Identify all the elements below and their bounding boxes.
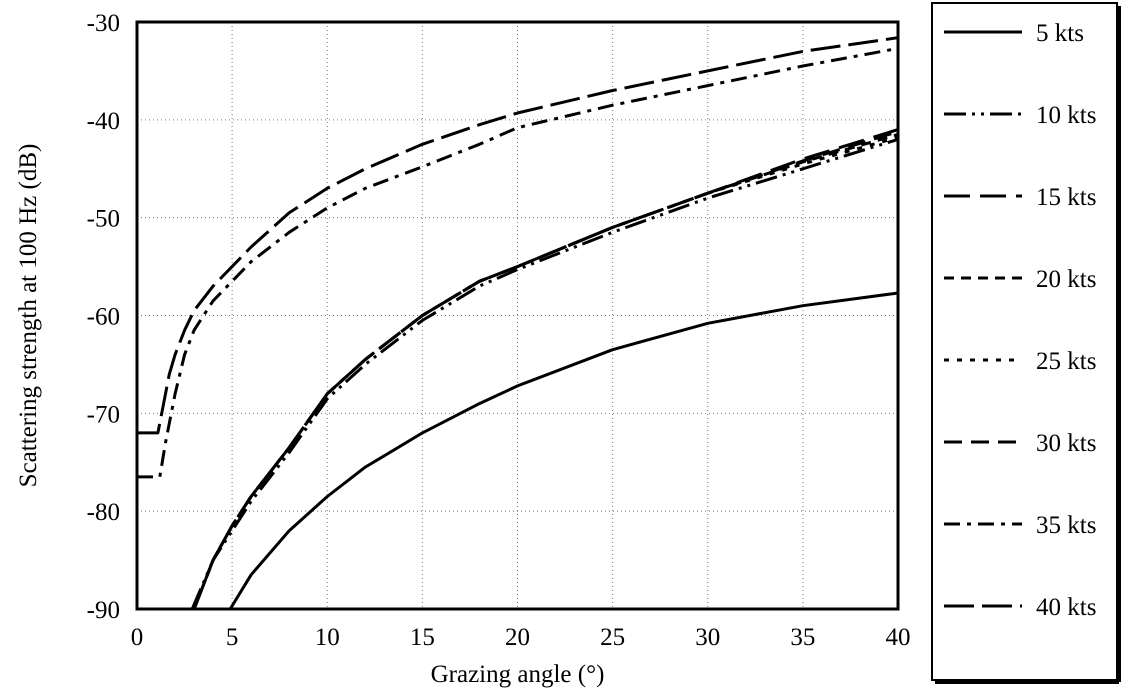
series-line [137,46,899,479]
legend-label: 40 kts [1036,594,1096,621]
y-tick-label: -50 [87,206,120,233]
x-tick-label: 40 [886,624,911,651]
x-axis-label: Grazing angle (°) [431,661,605,688]
legend-label: 30 kts [1036,430,1096,457]
x-tick-label: 0 [131,624,144,651]
legend-label: 35 kts [1036,512,1096,539]
legend: 5 kts 10 kts 15 kts 20 kts 25 kts 30 kts 35 kt… [931,2,1121,684]
y-tick-label: -60 [87,304,120,331]
y-tick-label: -40 [87,108,120,135]
y-tick-label: -80 [87,499,120,526]
y-tick-label: -90 [87,597,120,624]
tick-labels: 0 5 10 15 20 25 30 35 40 -30 -40 -50 -60 -70 -80 -90 [87,10,911,651]
y-axis-label: Scattering strength at 100 Hz (dB) [15,144,42,488]
x-tick-label: 35 [790,624,815,651]
legend-label: 15 kts [1036,184,1096,211]
series-layer [137,36,899,610]
x-tick-label: 20 [505,624,530,651]
y-tick-label: -30 [87,10,120,37]
series-line [192,135,899,610]
grid [137,22,898,609]
series-line [228,291,899,610]
x-tick-label: 25 [600,624,625,651]
y-tick-label: -70 [87,401,120,428]
series-line [192,133,899,610]
series-line [192,130,899,610]
plot-frame [135,20,900,611]
x-tick-label: 10 [315,624,340,651]
series-line [192,128,899,610]
x-tick-label: 15 [410,624,435,651]
series-line [190,137,899,610]
series-line [137,36,899,435]
legend-label: 10 kts [1036,102,1096,129]
x-tick-label: 5 [226,624,239,651]
legend-box [931,2,1118,681]
x-tick-label: 30 [695,624,720,651]
legend-label: 5 kts [1036,20,1084,47]
legend-label: 20 kts [1036,266,1096,293]
legend-label: 25 kts [1036,348,1096,375]
